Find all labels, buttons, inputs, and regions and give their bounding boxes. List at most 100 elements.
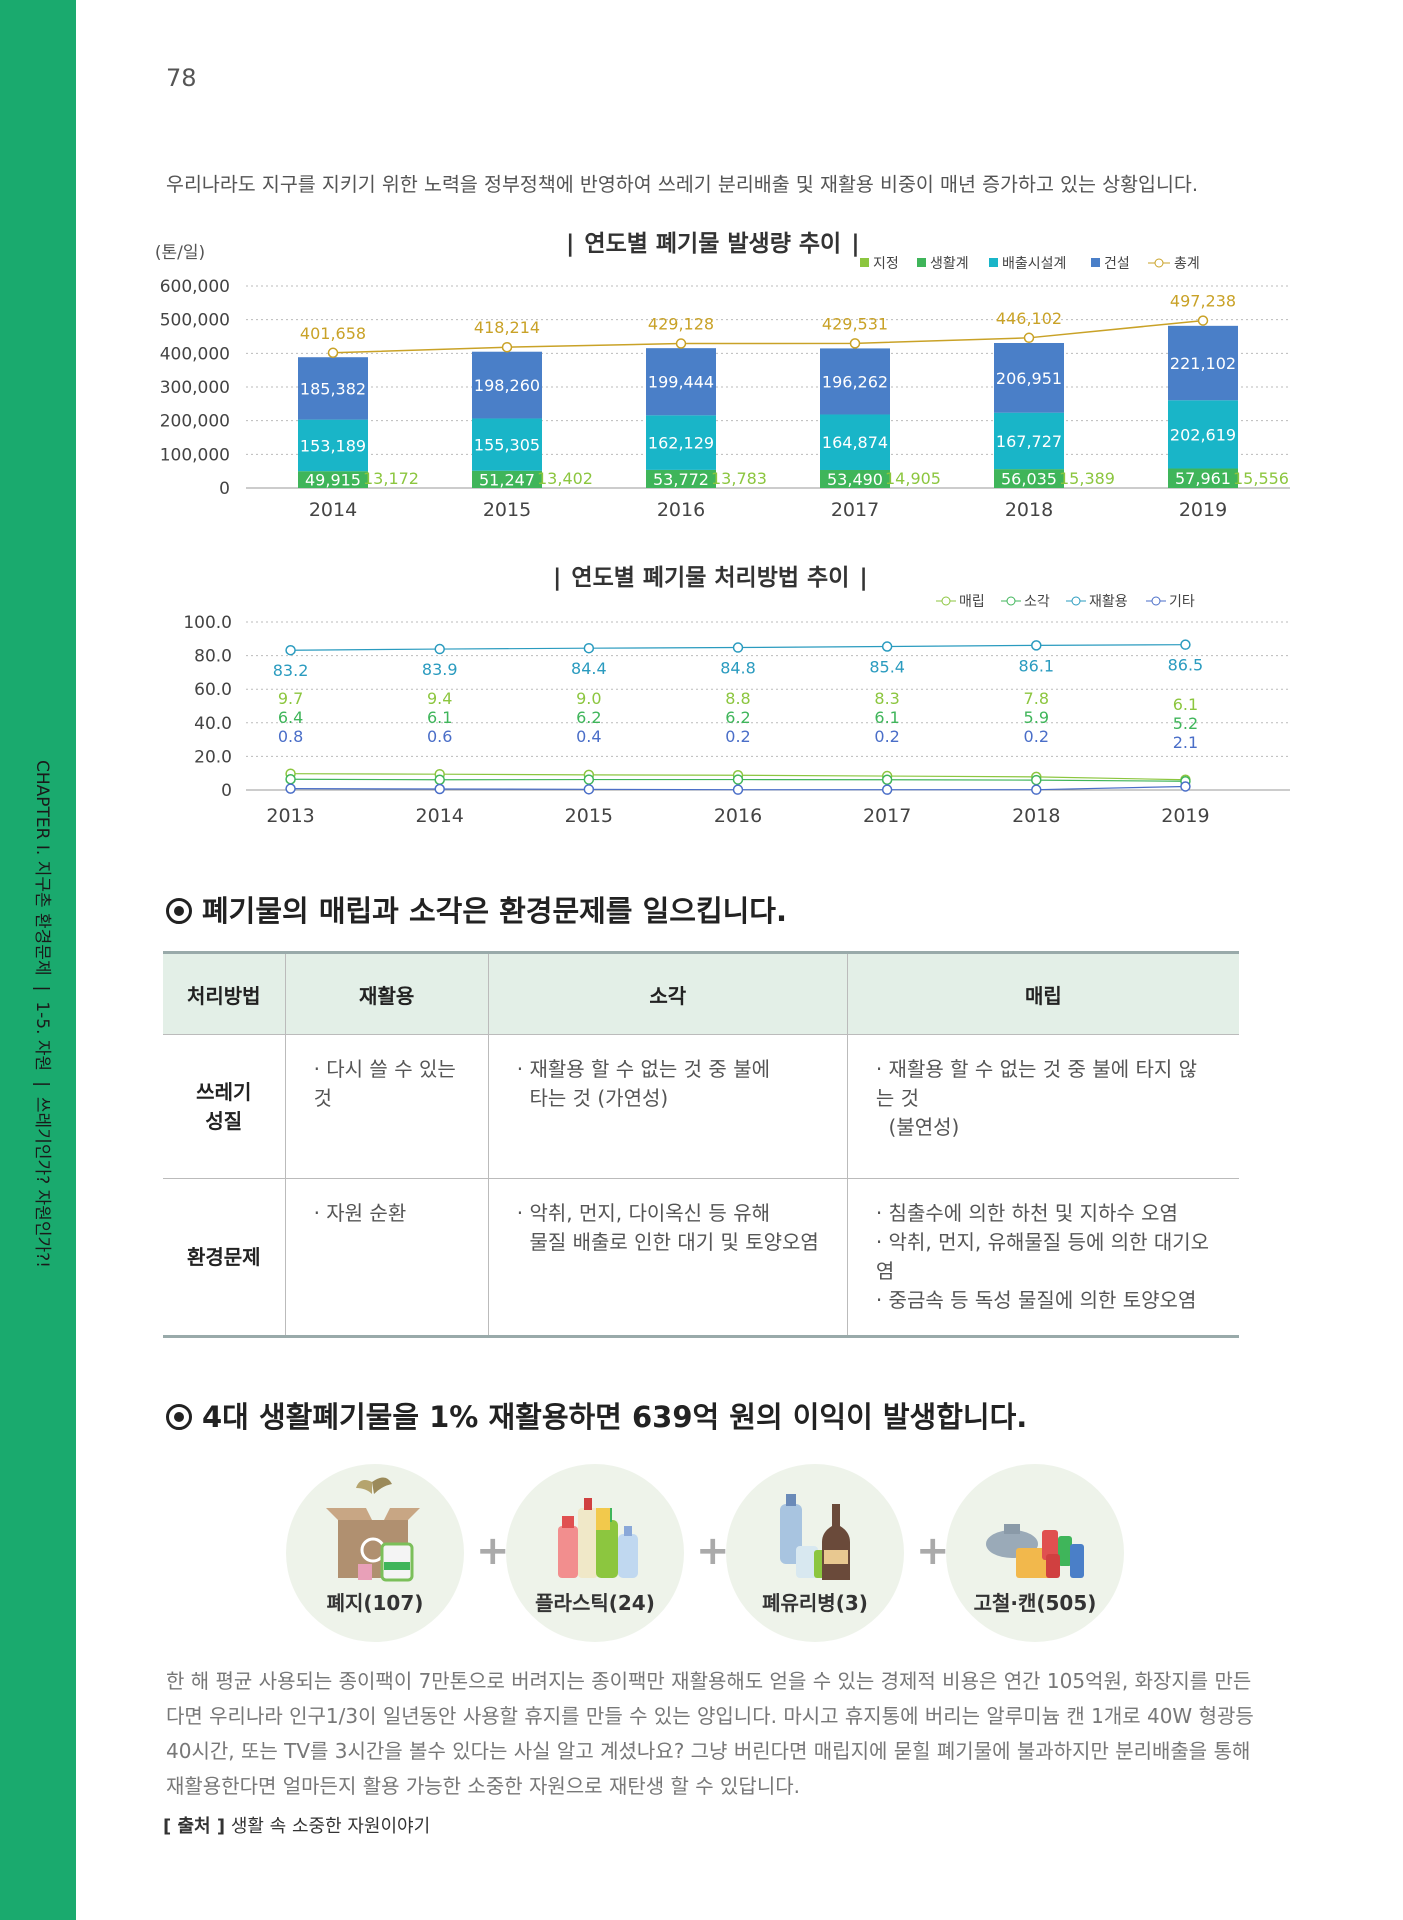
section1-title: 폐기물의 매립과 소각은 환경문제를 일으킵니다. — [202, 894, 788, 928]
paragraph-line: 재활용한다면 얼마든지 활용 가능한 소중한 자원으로 재탄생 할 수 있답니다… — [166, 1774, 800, 1798]
bar-data-label: 153,189 — [300, 436, 366, 455]
legend-label: 매립 — [959, 594, 985, 610]
jijeong-data-label: 14,905 — [885, 469, 941, 488]
landfill-data-label: 8.3 — [874, 689, 899, 708]
series-point — [285, 783, 296, 794]
incineration-data-label: 6.2 — [725, 708, 750, 727]
table-row: 쓰레기 성질 · 다시 쓸 수 있는 것 · 재활용 할 수 없는 것 중 불에… — [163, 1034, 1239, 1179]
bar-segment — [646, 469, 716, 488]
legend-marker — [1151, 596, 1161, 606]
series-point — [732, 642, 744, 653]
legend-label: 배출시설계 — [1002, 256, 1066, 272]
y-tick-label: 0 — [219, 479, 230, 499]
series-point — [285, 644, 296, 656]
cell-incinerate: · 악취, 먼지, 다이옥신 등 유해 물질 배출로 인한 대기 및 토양오염 — [487, 1178, 848, 1338]
landfill-data-label: 7.8 — [1024, 689, 1049, 708]
bar-data-label: 56,035 — [1001, 470, 1057, 489]
paragraph-line: 다면 우리나라 인구1/3이 일년동안 사용할 휴지를 만들 수 있는 양입니다… — [166, 1704, 1254, 1728]
bar-segment — [1168, 400, 1238, 469]
legend-swatch — [1091, 258, 1100, 267]
series-point — [881, 774, 893, 786]
bar-segment — [994, 412, 1064, 470]
total-data-label: 401,658 — [300, 324, 366, 343]
sidebar-section: 1-5. 자원 — [32, 1001, 52, 1072]
recycle-categories: 폐지(107) + 플라스틱(24) + 폐유리병(3) + — [286, 1464, 1126, 1644]
plus-icon-3: + — [916, 1528, 950, 1574]
x-tick-label: 2015 — [483, 499, 531, 521]
section2-heading: 4대 생활폐기물을 1% 재활용하면 639억 원의 이익이 발생합니다. — [166, 1394, 1027, 1436]
bar-data-label: 57,961 — [1175, 469, 1231, 488]
series-point — [583, 774, 595, 785]
series-point — [1031, 784, 1042, 795]
bar-segment — [820, 348, 890, 415]
landfill-data-label: 9.7 — [278, 689, 303, 708]
legend-label: 소각 — [1024, 594, 1050, 610]
series-point — [732, 774, 744, 785]
x-tick-label: 2017 — [831, 499, 879, 521]
source-label: [ 출처 ] — [163, 1816, 226, 1837]
cell-line: · 악취, 먼지, 유해물질 등에 의한 대기오염 — [875, 1230, 1210, 1283]
x-tick-label: 2014 — [416, 805, 464, 827]
incineration-data-label: 5.9 — [1024, 708, 1049, 727]
incineration-data-label: 6.2 — [576, 708, 601, 727]
incineration-data-label: 6.1 — [427, 708, 452, 727]
chart1-title: | 연도별 폐기물 발생량 추이 | — [566, 231, 860, 257]
sidebar-chapter-text: CHAPTER I. 지구촌 환경문제 | 1-5. 자원 | 쓰레기인가? 자원인가?… — [32, 760, 57, 1268]
legend-label: 기타 — [1169, 594, 1195, 610]
landfill-data-label: 6.1 — [1173, 695, 1198, 714]
sidebar-topic: 쓰레기인가? 자원인가?! — [32, 1096, 52, 1268]
legend-label: 건설 — [1104, 256, 1130, 272]
y-tick-label: 500,000 — [160, 311, 230, 331]
series-point — [1180, 639, 1191, 650]
bar-segment — [646, 415, 716, 470]
paper-box-icon — [326, 1477, 420, 1582]
total-data-label: 418,214 — [474, 318, 540, 337]
bar-data-label: 199,444 — [648, 373, 714, 392]
chart1-title-text: 연도별 폐기물 발생량 추이 — [584, 231, 842, 257]
bar-data-label: 164,874 — [822, 433, 888, 452]
bar-segment — [1168, 468, 1238, 488]
bar-segment — [472, 351, 542, 419]
cell-line: · 다시 쓸 수 있는 것 — [313, 1057, 456, 1110]
legend-marker — [1154, 258, 1164, 268]
bar-segment — [994, 342, 1064, 413]
body-paragraph: 한 해 평균 사용되는 종이팩이 7만톤으로 버려지는 종이팩만 재활용해도 얻… — [166, 1664, 1254, 1804]
paragraph-line: 40시간, 또는 TV를 3시간을 볼수 있다는 사실 알고 계셨나요? 그냥 … — [166, 1739, 1251, 1763]
total-point — [675, 338, 687, 349]
intro-text: 우리나라도 지구를 지키기 위한 노력을 정부정책에 반영하여 쓰레기 분리배출… — [166, 173, 1199, 196]
source-note: [ 출처 ] 생활 속 소중한 자원이야기 — [163, 1812, 430, 1838]
y-tick-label: 80.0 — [194, 647, 232, 667]
recycle-data-label: 83.2 — [273, 661, 309, 680]
recycle-data-label: 84.8 — [720, 659, 756, 678]
section2-title: 4대 생활폐기물을 1% 재활용하면 639억 원의 이익이 발생합니다. — [202, 1400, 1028, 1434]
bar-data-label: 51,247 — [479, 470, 535, 489]
other-data-label: 0.8 — [278, 727, 303, 746]
total-point — [1023, 332, 1035, 344]
treatment-method-table: 처리방법 재활용 소각 매립 쓰레기 성질 · 다시 쓸 수 있는 것 · 재활… — [163, 951, 1239, 1338]
total-point — [1197, 315, 1209, 326]
recycle-data-label: 85.4 — [869, 658, 905, 677]
plastic-circle: 플라스틱(24) — [506, 1464, 684, 1642]
y-tick-label: 20.0 — [194, 747, 232, 767]
y-tick-label: 60.0 — [194, 680, 232, 700]
sidebar-separator-2: | — [32, 1081, 52, 1087]
bar-data-label: 185,382 — [300, 379, 366, 398]
other-data-label: 0.2 — [1024, 727, 1049, 746]
series-point — [1031, 774, 1042, 786]
landfill-data-label: 9.0 — [576, 689, 601, 708]
bar-segment — [994, 469, 1064, 488]
total-line — [332, 319, 1204, 354]
total-data-label: 429,531 — [822, 314, 888, 333]
total-data-label: 446,102 — [996, 309, 1062, 328]
plastic-bottles-icon — [558, 1498, 638, 1578]
bar-segment — [472, 418, 542, 471]
y-tick-label: 40.0 — [194, 714, 232, 734]
total-point — [501, 341, 513, 353]
chart2-title: | 연도별 폐기물 처리방법 추이 | — [553, 565, 868, 591]
cell-incinerate: · 재활용 할 수 없는 것 중 불에 타는 것 (가연성) — [487, 1034, 848, 1179]
cell-line: · 중금속 등 독성 물질에 의한 토양오염 — [875, 1288, 1197, 1312]
chapter-sidebar — [0, 0, 76, 1920]
sidebar-separator: | — [32, 985, 52, 992]
other-data-label: 0.4 — [576, 727, 601, 746]
waste-generation-chart: (톤/일) 0 100,000 200,000 300,000 400,000 500,00… — [155, 243, 1290, 521]
